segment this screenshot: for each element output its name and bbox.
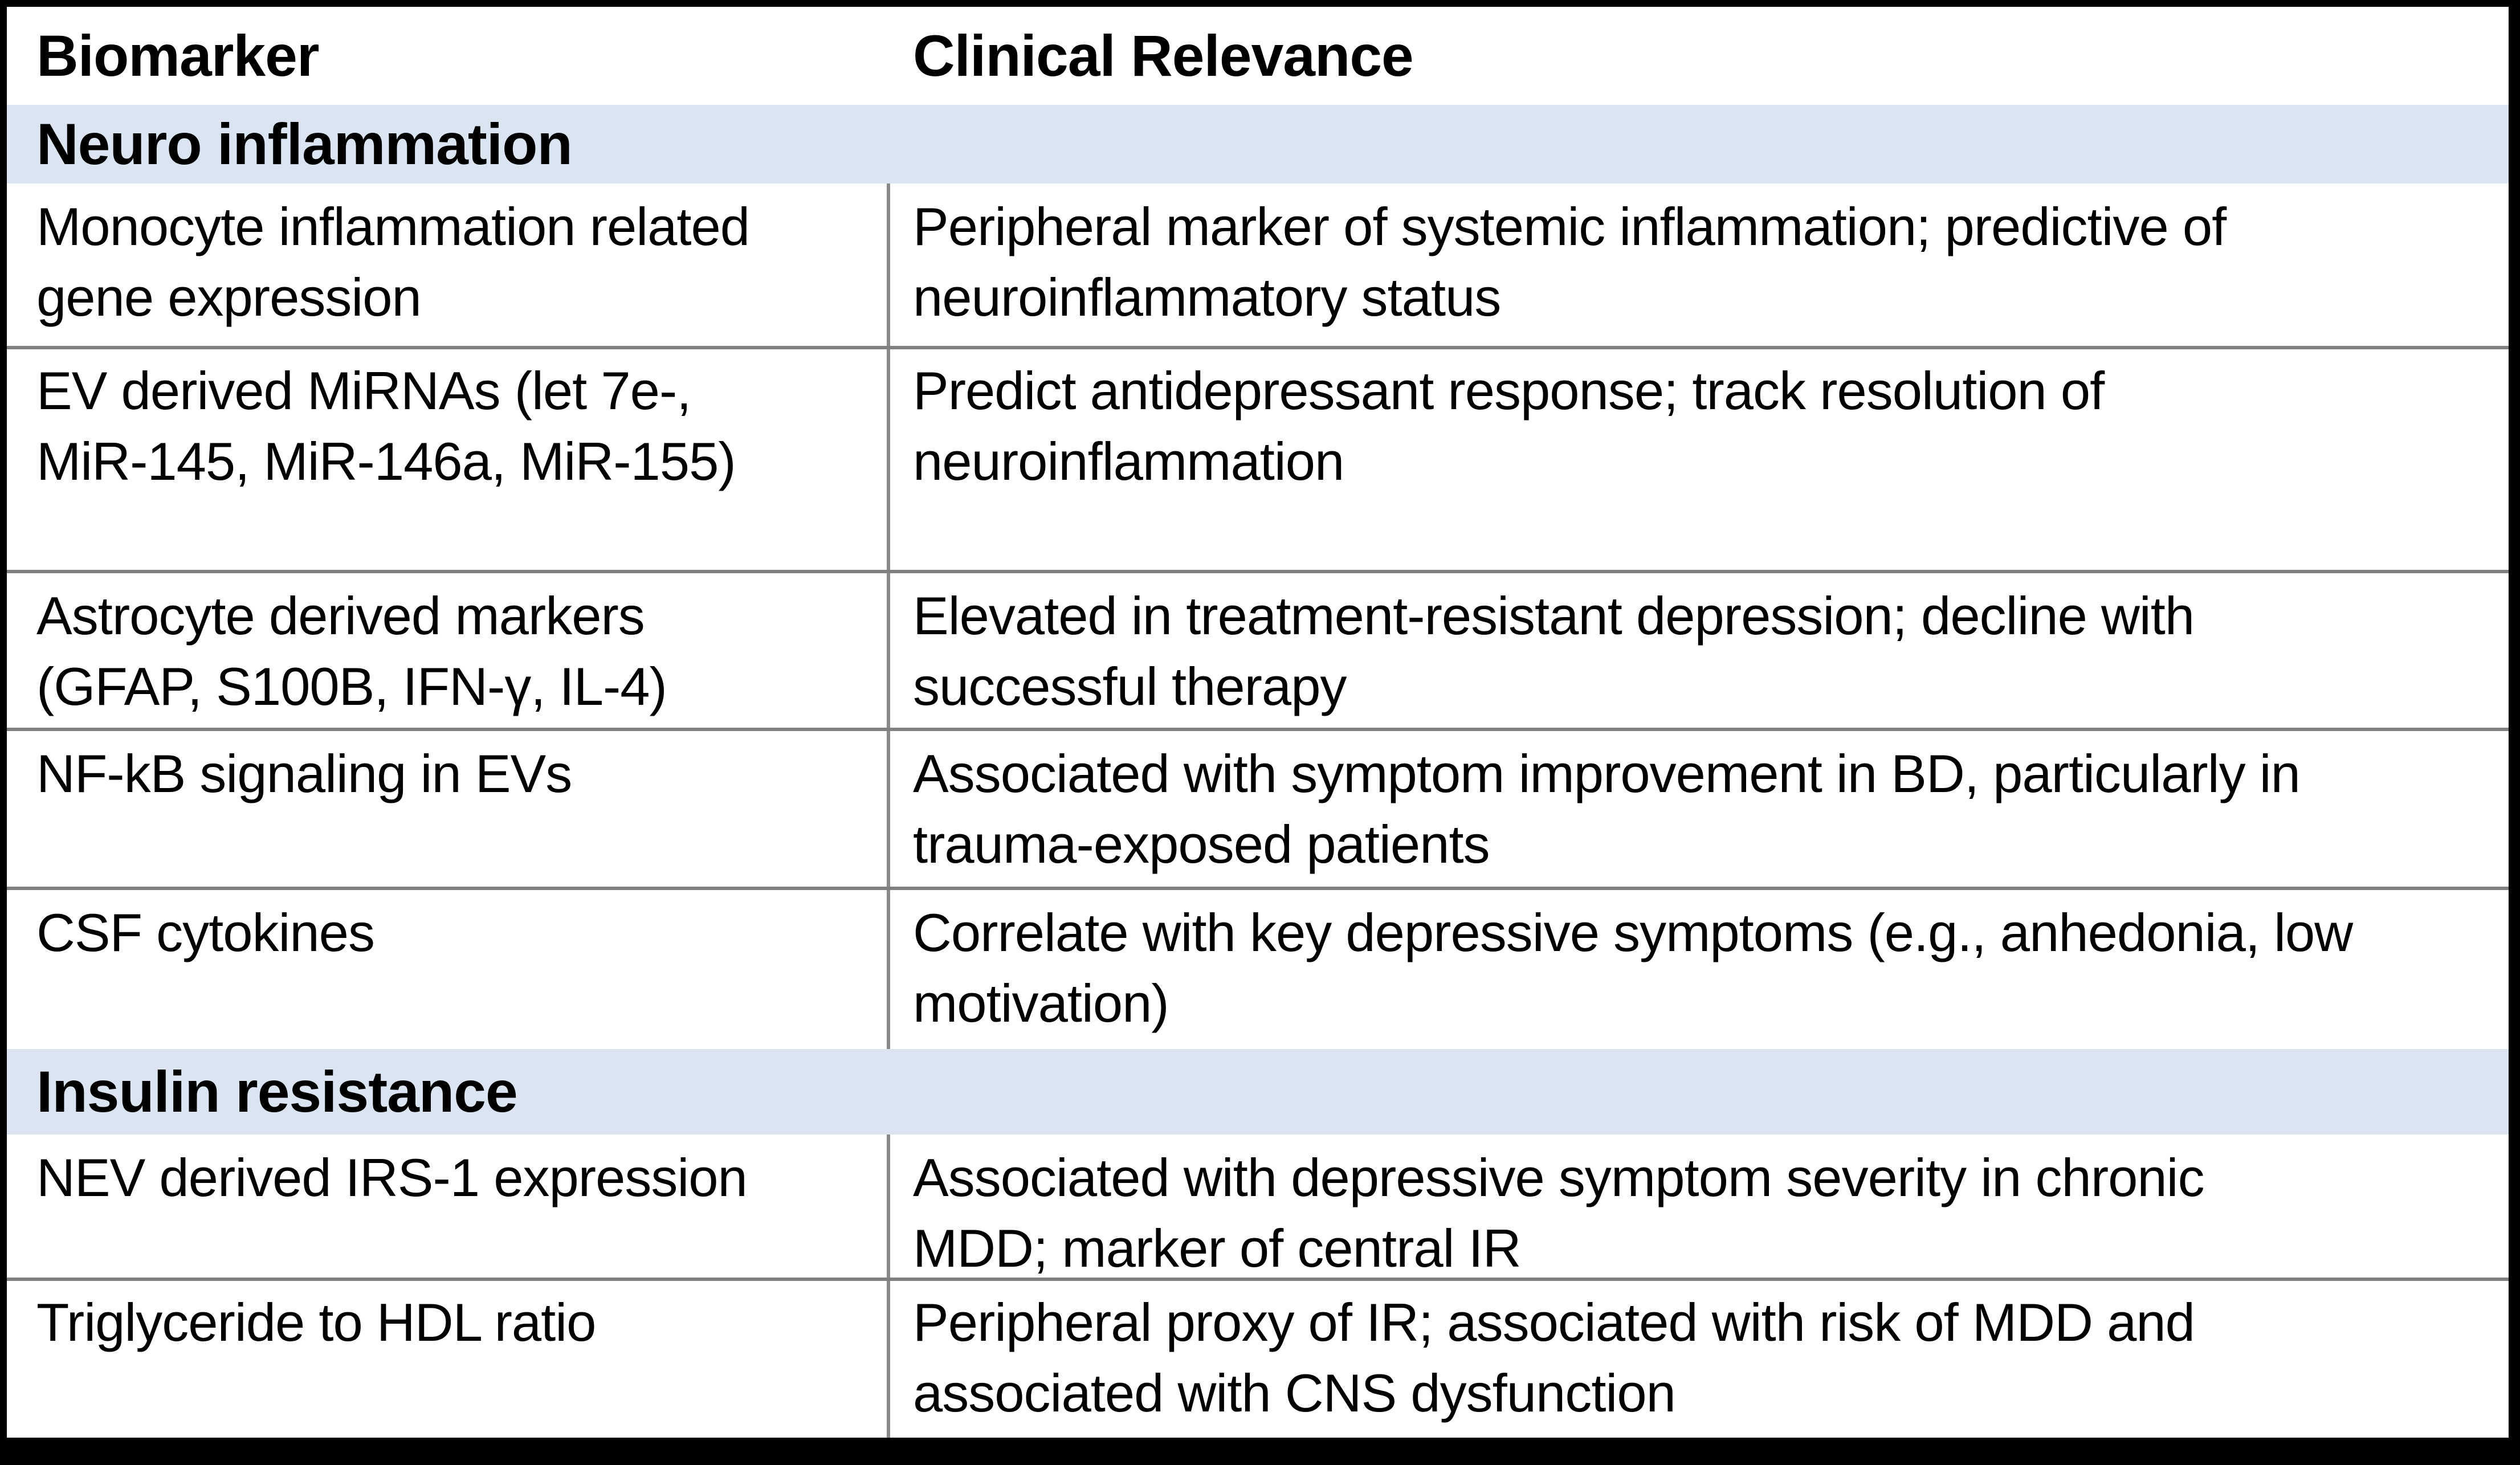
column-header-biomarker: Biomarker	[36, 23, 320, 88]
table-row-nfkb-signaling: NF-kB signaling in EVs Associated with s…	[7, 731, 2509, 889]
biomarker-cell: Triglyceride to HDL ratio	[36, 1292, 596, 1352]
column-header-clinical-relevance: Clinical Relevance	[913, 23, 1414, 88]
biomarker-table: Biomarker Clinical Relevance Neuro infla…	[7, 7, 2509, 1438]
table-row-nev-irs1-expression: NEV derived IRS-1 expression Associated …	[7, 1135, 2509, 1279]
clinical-relevance-cell: Correlate with key depressive symptoms (…	[913, 903, 2353, 1033]
table-row-astrocyte-derived-markers: Astrocyte derived markers (GFAP, S100B, …	[7, 573, 2509, 731]
section-header-neuro-inflammation: Neuro inflammation	[7, 105, 2509, 183]
section-header-label: Neuro inflammation	[36, 111, 573, 177]
biomarker-cell: NF-kB signaling in EVs	[36, 744, 572, 803]
row-divider-line	[7, 887, 2509, 890]
row-divider-line	[7, 346, 2509, 349]
clinical-relevance-cell: Peripheral marker of systemic inflammati…	[913, 197, 2227, 327]
table-row-triglyceride-hdl-ratio: Triglyceride to HDL ratio Peripheral pro…	[7, 1279, 2509, 1438]
biomarker-cell: CSF cytokines	[36, 903, 375, 962]
clinical-relevance-cell: Predict antidepressant response; track r…	[913, 361, 2105, 491]
section-header-insulin-resistance: Insulin resistance	[7, 1049, 2509, 1135]
row-divider-line	[7, 728, 2509, 731]
clinical-relevance-cell: Associated with depressive symptom sever…	[913, 1148, 2205, 1278]
biomarker-cell: Monocyte inflammation related gene expre…	[36, 197, 750, 327]
clinical-relevance-cell: Elevated in treatment-resistant depressi…	[913, 586, 2195, 716]
biomarker-cell: EV derived MiRNAs (let 7e-, MiR-145, MiR…	[36, 361, 736, 491]
table-row-ev-derived-mirnas: EV derived MiRNAs (let 7e-, MiR-145, MiR…	[7, 348, 2509, 573]
row-divider-line	[7, 570, 2509, 573]
table-row-monocyte-gene-expression: Monocyte inflammation related gene expre…	[7, 183, 2509, 348]
biomarker-cell: Astrocyte derived markers (GFAP, S100B, …	[36, 586, 667, 716]
column-divider-line	[887, 183, 890, 1049]
table-row-csf-cytokines: CSF cytokines Correlate with key depress…	[7, 889, 2509, 1049]
column-divider-line	[887, 1135, 890, 1438]
row-divider-line	[7, 1278, 2509, 1281]
table-header-row: Biomarker Clinical Relevance	[7, 7, 2509, 105]
clinical-relevance-cell: Associated with symptom improvement in B…	[913, 744, 2301, 874]
section-header-label: Insulin resistance	[36, 1059, 518, 1124]
biomarker-cell: NEV derived IRS-1 expression	[36, 1148, 748, 1207]
clinical-relevance-cell: Peripheral proxy of IR; associated with …	[913, 1292, 2195, 1423]
